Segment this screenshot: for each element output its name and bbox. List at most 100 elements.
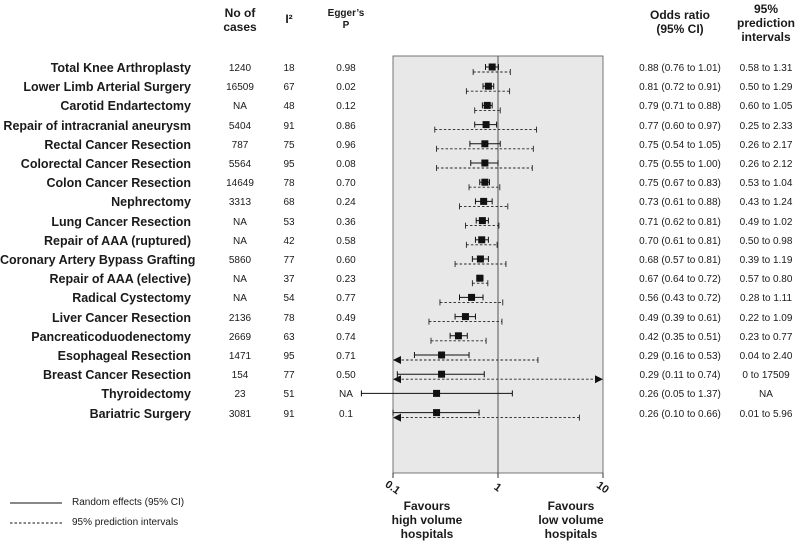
cases-value: 1471 bbox=[228, 351, 252, 362]
egger-value: 0.50 bbox=[336, 370, 356, 382]
header-cases-line1: No of bbox=[224, 6, 256, 20]
prediction-interval-value: 0.50 to 1.29 bbox=[739, 82, 793, 94]
odds-ratio-value: 0.73 (0.61 to 0.88) bbox=[639, 197, 721, 209]
odds-ratio-point bbox=[438, 351, 446, 359]
odds-ratio-point bbox=[461, 313, 469, 321]
prediction-interval-arrow bbox=[393, 375, 401, 384]
procedure-label: Breast Cancer Resection bbox=[43, 368, 191, 383]
x-tick-label: 1 bbox=[491, 481, 503, 494]
header-egger: Egger’s P bbox=[318, 8, 374, 32]
cases-value: 3081 bbox=[228, 408, 252, 420]
egger-value: 0.49 bbox=[336, 312, 356, 324]
x-tick-label: 10 bbox=[594, 479, 611, 496]
prediction-interval-value: 0.01 to 5.96 bbox=[739, 408, 793, 420]
i2-value: 48 bbox=[283, 101, 295, 113]
egger-value: 0.71 bbox=[336, 351, 356, 362]
i2-value: 95 bbox=[283, 159, 295, 170]
cases-value: 154 bbox=[231, 370, 249, 382]
egger-value: 0.70 bbox=[336, 178, 356, 190]
header-or-line2: (95% CI) bbox=[656, 22, 704, 36]
procedure-label: Liver Cancer Resection bbox=[52, 310, 191, 325]
prediction-interval-value: 0.23 to 0.77 bbox=[739, 331, 793, 343]
odds-ratio-point bbox=[476, 255, 484, 263]
cases-value: 2669 bbox=[228, 331, 252, 343]
i2-value: 67 bbox=[283, 82, 295, 94]
prediction-interval-value: 0.28 to 1.11 bbox=[739, 293, 793, 305]
prediction-interval-value: 0.39 to 1.19 bbox=[739, 255, 793, 266]
favours-high-volume: Favours high volume hospitals bbox=[382, 499, 472, 541]
odds-ratio-value: 0.49 (0.39 to 0.61) bbox=[639, 312, 721, 324]
header-prediction-intervals: 95% prediction intervals bbox=[734, 2, 798, 44]
favours-low-volume: Favours low volume hospitals bbox=[526, 499, 616, 541]
cases-value: 2136 bbox=[228, 312, 252, 324]
odds-ratio-point bbox=[433, 389, 441, 397]
legend-solid-label: Random effects (95% CI) bbox=[72, 497, 185, 508]
procedure-label: Repair of AAA (elective) bbox=[49, 272, 191, 287]
procedure-label: Colon Cancer Resection bbox=[46, 176, 191, 191]
i2-value: 54 bbox=[283, 293, 295, 305]
prediction-interval-value: 0.26 to 2.12 bbox=[739, 159, 793, 170]
legend-dashed-label: 95% prediction intervals bbox=[72, 517, 179, 528]
i2-value: 68 bbox=[283, 197, 295, 209]
i2-value: 53 bbox=[283, 216, 295, 228]
odds-ratio-point bbox=[478, 236, 486, 244]
favours-right-line3: hospitals bbox=[544, 527, 598, 541]
prediction-interval-value: 0.26 to 2.17 bbox=[739, 139, 793, 151]
prediction-interval-value: 0.25 to 2.33 bbox=[739, 120, 793, 132]
egger-value: 0.02 bbox=[336, 82, 356, 94]
odds-ratio-point bbox=[484, 82, 492, 90]
prediction-interval-value: 0.22 to 1.09 bbox=[739, 312, 793, 324]
header-pi-line1: 95% bbox=[753, 2, 779, 16]
cases-value: NA bbox=[233, 274, 247, 286]
procedure-label: Esophageal Resection bbox=[57, 349, 191, 363]
favours-left-line3: hospitals bbox=[400, 527, 454, 541]
odds-ratio-value: 0.56 (0.43 to 0.72) bbox=[639, 293, 721, 305]
i2-value: 91 bbox=[283, 120, 295, 132]
procedure-label: Repair of AAA (ruptured) bbox=[44, 233, 191, 248]
odds-ratio-value: 0.26 (0.10 to 0.66) bbox=[639, 408, 721, 420]
header-i2-label: I² bbox=[285, 12, 293, 26]
odds-ratio-value: 0.70 (0.61 to 0.81) bbox=[639, 235, 721, 247]
egger-value: 0.1 bbox=[339, 408, 353, 420]
odds-ratio-value: 0.77 (0.60 to 0.97) bbox=[639, 120, 721, 132]
odds-ratio-point bbox=[482, 121, 490, 129]
egger-value: 0.74 bbox=[336, 331, 356, 343]
egger-value: 0.60 bbox=[336, 255, 356, 266]
header-egger-line2: P bbox=[342, 20, 350, 31]
i2-value: 91 bbox=[283, 408, 295, 420]
odds-ratio-value: 0.75 (0.55 to 1.00) bbox=[639, 159, 721, 170]
prediction-interval-arrow bbox=[393, 356, 401, 364]
header-i2: I² bbox=[274, 12, 304, 26]
i2-value: 18 bbox=[283, 63, 295, 74]
odds-ratio-point bbox=[433, 409, 441, 417]
egger-value: 0.96 bbox=[336, 139, 356, 151]
cases-value: 3313 bbox=[228, 197, 252, 209]
egger-value: 0.12 bbox=[336, 101, 356, 113]
odds-ratio-point bbox=[481, 178, 489, 186]
favours-right-line1: Favours bbox=[547, 499, 595, 513]
egger-value: 0.08 bbox=[336, 159, 356, 170]
header-or-line1: Odds ratio bbox=[649, 8, 710, 22]
prediction-interval-value: 0.57 to 0.80 bbox=[739, 274, 793, 286]
favours-right-line2: low volume bbox=[538, 513, 604, 527]
header-pi-line2: prediction bbox=[736, 16, 795, 30]
i2-value: 42 bbox=[283, 235, 295, 247]
procedure-label: Thyroidectomy bbox=[101, 387, 191, 402]
cases-value: 5564 bbox=[228, 159, 252, 170]
header-odds-ratio: Odds ratio (95% CI) bbox=[630, 8, 730, 36]
cases-value: 787 bbox=[231, 139, 249, 151]
i2-value: 75 bbox=[283, 139, 295, 151]
egger-value: 0.23 bbox=[336, 274, 356, 286]
favours-left-line2: high volume bbox=[391, 513, 463, 527]
i2-value: 51 bbox=[283, 389, 295, 401]
prediction-interval-value: 0.58 to 1.31 bbox=[739, 63, 793, 74]
cases-value: 14649 bbox=[226, 178, 254, 190]
odds-ratio-point bbox=[481, 159, 489, 167]
procedure-label: Rectal Cancer Resection bbox=[44, 137, 191, 152]
odds-ratio-point bbox=[483, 101, 491, 109]
prediction-interval-value: 0.49 to 1.02 bbox=[739, 216, 793, 228]
prediction-interval-value: 0 to 17509 bbox=[742, 370, 790, 382]
odds-ratio-point bbox=[488, 63, 496, 71]
i2-value: 77 bbox=[283, 255, 295, 266]
